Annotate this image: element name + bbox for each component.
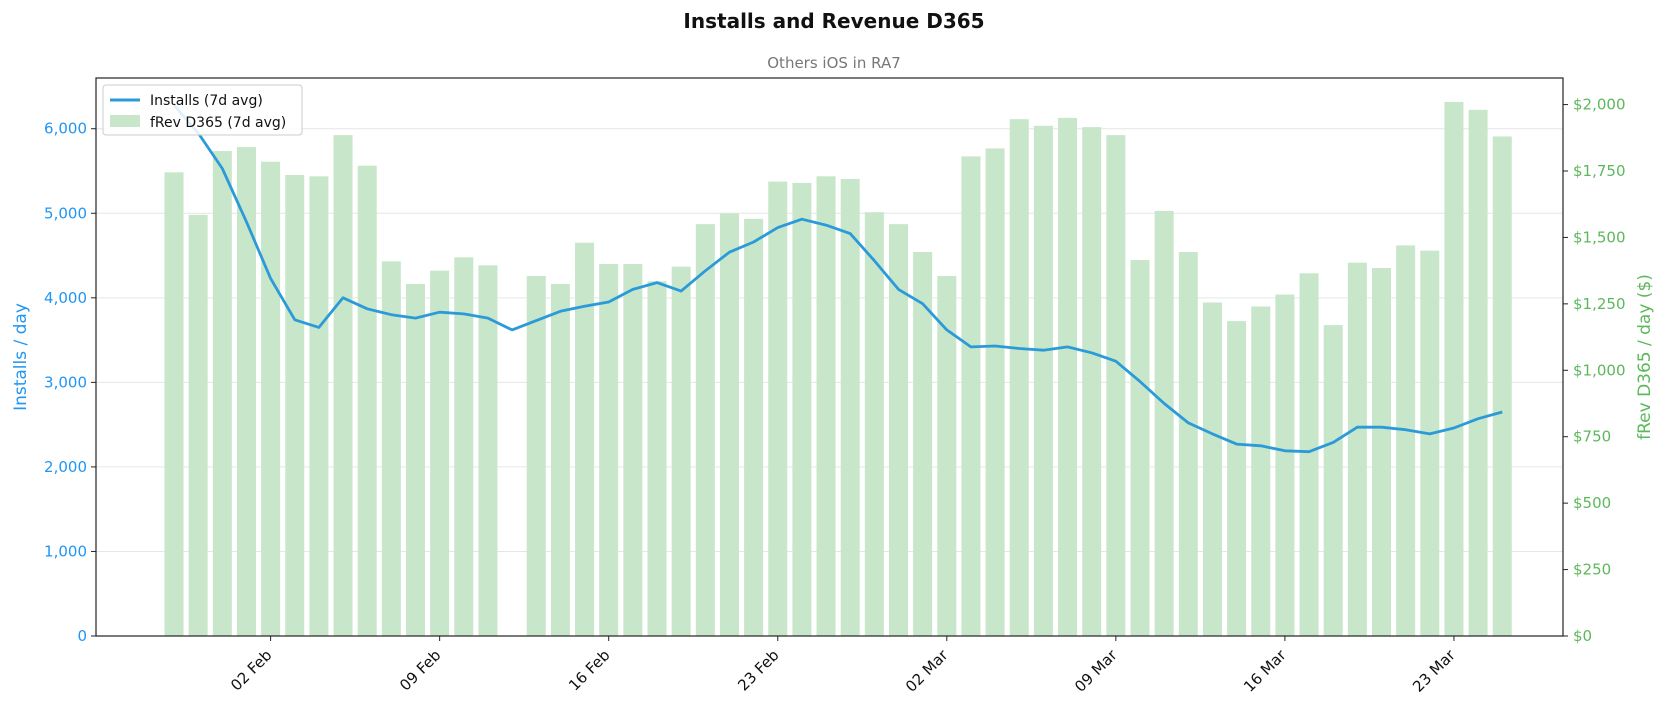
revenue-bar <box>212 151 232 637</box>
revenue-bar <box>1347 262 1367 636</box>
revenue-bar <box>695 224 715 636</box>
revenue-bar <box>454 257 474 636</box>
revenue-bar <box>623 264 643 636</box>
revenue-bar <box>285 174 305 636</box>
revenue-bar <box>985 148 1005 636</box>
right-tick-label: $0 <box>1573 627 1592 645</box>
revenue-bar <box>188 214 208 637</box>
left-tick-label: 0 <box>77 627 87 645</box>
left-tick-label: 3,000 <box>44 373 87 391</box>
legend-revenue-label: fRev D365 (7d avg) <box>150 115 286 131</box>
revenue-bar <box>647 281 667 636</box>
revenue-bar <box>671 266 691 636</box>
right-tick-label: $1,250 <box>1573 295 1626 313</box>
revenue-bar <box>1372 267 1391 636</box>
right-axis-label: fRev D365 / day ($) <box>1635 274 1655 440</box>
legend-box <box>102 84 303 136</box>
revenue-bar <box>1251 306 1271 636</box>
revenue-bar <box>357 165 377 636</box>
x-tick-label: 02 Mar <box>902 646 952 696</box>
x-axis: 02 Feb 09 Feb 16 Feb 23 Feb 02 Mar 09 Mar 16 M… <box>227 636 1459 696</box>
legend-installs-label: Installs (7d avg) <box>150 93 263 109</box>
revenue-bar <box>913 252 933 637</box>
left-axis-label: Installs / day <box>11 303 31 411</box>
x-tick-label: 23 Feb <box>734 646 782 694</box>
revenue-bar <box>1082 127 1102 637</box>
revenue-bar <box>164 172 184 637</box>
revenue-bar <box>381 261 401 636</box>
revenue-bar <box>1323 325 1343 636</box>
x-tick-label: 09 Feb <box>396 646 444 694</box>
revenue-bar <box>744 218 764 637</box>
left-y-axis: 0 1,000 2,000 3,000 4,000 5,000 6,000 <box>44 120 96 645</box>
revenue-bar <box>1420 250 1440 636</box>
plot-frame <box>95 77 1564 637</box>
x-tick-label: 16 Feb <box>565 646 613 694</box>
right-tick-label: $2,000 <box>1573 96 1626 114</box>
x-tick-label: 02 Feb <box>227 646 275 694</box>
revenue-bar <box>430 270 450 636</box>
legend-revenue-swatch <box>110 115 140 127</box>
x-tick-label: 09 Mar <box>1071 646 1121 696</box>
revenue-bar <box>889 224 908 636</box>
revenue-bars <box>164 101 1512 637</box>
revenue-bar <box>1275 294 1295 636</box>
revenue-bar <box>1154 210 1174 636</box>
right-tick-label: $1,500 <box>1573 228 1626 246</box>
left-tick-label: 2,000 <box>44 458 87 476</box>
revenue-bar <box>816 176 836 637</box>
revenue-bar <box>1130 260 1150 636</box>
right-y-axis: $0 $250 $500 $750 $1,000 $1,250 $1,500 $1,750 $2… <box>1563 96 1626 645</box>
chart-title: Installs and Revenue D365 <box>683 9 984 33</box>
revenue-bar <box>1492 136 1512 636</box>
revenue-bar <box>1299 273 1319 636</box>
revenue-bar <box>526 275 546 636</box>
left-tick-label: 5,000 <box>44 204 87 222</box>
revenue-bar <box>1009 119 1029 636</box>
revenue-bar <box>261 161 281 636</box>
revenue-bar <box>1178 252 1198 637</box>
revenue-bar <box>768 181 788 636</box>
revenue-bar <box>406 283 425 636</box>
revenue-bar <box>599 264 619 636</box>
revenue-bar <box>478 265 498 636</box>
x-tick-label: 23 Mar <box>1409 646 1459 696</box>
left-tick-label: 4,000 <box>44 289 87 307</box>
left-tick-label: 6,000 <box>44 120 87 138</box>
revenue-bar <box>1033 125 1053 636</box>
revenue-bar <box>550 283 570 636</box>
revenue-bar <box>961 156 981 636</box>
right-tick-label: $1,000 <box>1573 361 1626 379</box>
left-tick-label: 1,000 <box>44 542 87 560</box>
revenue-bar <box>792 182 812 636</box>
revenue-bar <box>1058 117 1078 637</box>
installs-line <box>172 104 1503 454</box>
revenue-bar <box>864 212 884 636</box>
right-tick-label: $750 <box>1573 428 1611 446</box>
revenue-bar <box>1202 302 1222 636</box>
right-tick-label: $500 <box>1573 494 1611 512</box>
revenue-bar <box>1468 109 1488 636</box>
right-tick-label: $1,750 <box>1573 162 1626 180</box>
revenue-bar <box>575 242 595 636</box>
chart-subtitle: Others iOS in RA7 <box>767 54 901 72</box>
revenue-bar <box>937 275 957 636</box>
revenue-bar <box>840 178 860 636</box>
revenue-bar <box>333 135 353 636</box>
revenue-bar <box>1227 321 1247 636</box>
revenue-bar <box>1396 245 1416 636</box>
revenue-bar <box>309 176 329 637</box>
installs-line-group <box>172 104 1503 454</box>
right-tick-label: $250 <box>1573 561 1611 579</box>
revenue-bar <box>1444 101 1464 636</box>
revenue-bar <box>236 147 256 637</box>
x-tick-label: 16 Mar <box>1240 646 1290 696</box>
revenue-bar <box>719 213 739 636</box>
revenue-bar <box>1106 135 1126 636</box>
chart-legend: Installs (7d avg) fRev D365 (7d avg) <box>102 84 303 136</box>
